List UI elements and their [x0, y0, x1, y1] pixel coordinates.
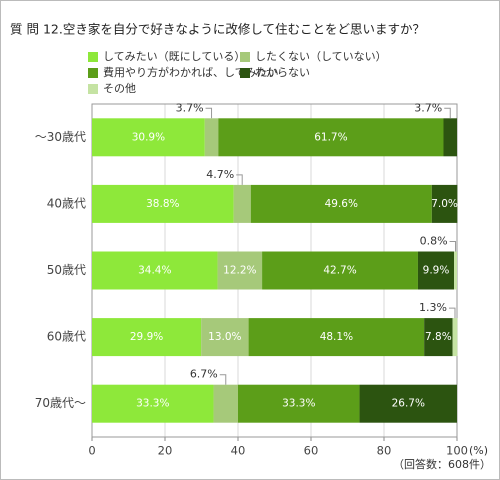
- callout-line: [205, 107, 213, 119]
- bar-segment: [262, 251, 418, 290]
- callout-line: [236, 174, 243, 185]
- callout-line: [219, 374, 227, 385]
- value-label: 42.7%: [323, 265, 356, 277]
- value-label: 61.7%: [314, 131, 347, 143]
- value-label: 7.0%: [431, 198, 458, 210]
- value-label: 38.8%: [146, 198, 179, 210]
- bar-segment: [238, 384, 360, 423]
- bar-segment: [248, 318, 425, 357]
- value-label: 6.7%: [190, 368, 218, 381]
- legend-swatch: [240, 68, 250, 78]
- value-label: 33.3%: [136, 398, 169, 410]
- value-label: 9.9%: [423, 265, 450, 277]
- bar-segment: [443, 118, 457, 157]
- bar-segment: [213, 384, 238, 423]
- value-label: 26.7%: [392, 398, 425, 410]
- value-label: 48.1%: [320, 331, 353, 343]
- x-tick-label: 20: [158, 444, 173, 458]
- value-label: 30.9%: [132, 131, 165, 143]
- x-axis-label: (%): [469, 444, 488, 457]
- bar-segment: [92, 251, 218, 290]
- legend-label: その他: [103, 82, 136, 95]
- bar-segment: [233, 184, 251, 223]
- legend-label: したくない（していない）: [255, 50, 387, 63]
- callout-line: [448, 307, 456, 319]
- legend-swatch: [88, 68, 98, 78]
- note: （回答数：608件）: [393, 457, 491, 471]
- bar-segment: [201, 318, 249, 357]
- x-tick-label: 80: [377, 444, 392, 458]
- bar-segment: [452, 318, 458, 357]
- bar-segment: [218, 118, 444, 157]
- bar-segment: [417, 251, 455, 290]
- legend-label: してみたい（既にしている）: [103, 50, 245, 63]
- bar-segment: [217, 251, 263, 290]
- value-label: 33.3%: [282, 398, 315, 410]
- value-label: 34.4%: [138, 265, 171, 277]
- legend-swatch: [88, 52, 98, 62]
- x-tick-label: 60: [304, 444, 319, 458]
- y-tick-label: 50歳代: [47, 263, 86, 277]
- bar-segment: [424, 318, 453, 357]
- value-label: 7.8%: [425, 331, 452, 343]
- legend-swatch: [88, 84, 98, 94]
- y-tick-label: ～30歳代: [35, 130, 86, 144]
- bar-segment: [204, 118, 219, 157]
- x-tick-label: 40: [231, 444, 246, 458]
- bar-segment: [92, 118, 205, 157]
- bar-segment: [92, 384, 214, 423]
- value-label: 4.7%: [206, 168, 234, 181]
- callout-line: [449, 241, 457, 252]
- y-tick-label: 60歳代: [47, 330, 86, 344]
- legend-label: 費用やり方がわかれば、してみたい: [103, 65, 279, 79]
- value-label: 0.8%: [420, 235, 448, 248]
- bar-segment: [431, 184, 458, 223]
- value-label: 49.6%: [325, 198, 358, 210]
- value-label: 1.3%: [419, 301, 447, 314]
- x-tick-label: 100: [446, 444, 468, 458]
- y-tick-label: 40歳代: [47, 196, 86, 210]
- callout-line: [444, 107, 451, 119]
- value-label: 13.0%: [208, 331, 241, 343]
- legend-label: わからない: [255, 66, 310, 79]
- value-label: 3.7%: [414, 101, 442, 114]
- value-label: 29.9%: [130, 331, 163, 343]
- y-tick-label: 70歳代～: [35, 396, 86, 410]
- bar-segment: [454, 251, 457, 290]
- bar-segment: [359, 384, 457, 423]
- bar-segment: [92, 318, 202, 357]
- legend-swatch: [240, 52, 250, 62]
- value-label: 12.2%: [223, 265, 256, 277]
- chart-title: 質 問 12.空き家を自分で好きなように改修して住むことをど思いますか？: [10, 22, 425, 37]
- x-tick-label: 0: [88, 444, 95, 458]
- bar-segment: [250, 184, 432, 223]
- value-label: 3.7%: [176, 101, 204, 114]
- bar-segment: [92, 184, 234, 223]
